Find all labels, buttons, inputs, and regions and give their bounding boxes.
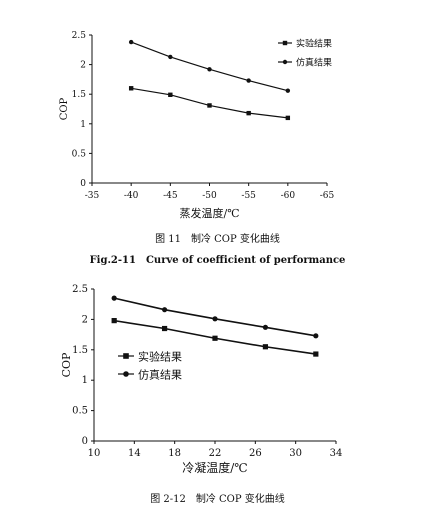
- data-point: [161, 325, 168, 332]
- x-tick-label: 14: [128, 448, 141, 459]
- legend-entry-2: 仿真结果: [278, 57, 332, 69]
- x-axis-label: 冷凝温度/℃: [182, 460, 247, 475]
- legend-label: 仿真结果: [138, 368, 182, 382]
- chart-1-plot: 0 0.5 1 1.5 2 2.5 -35 -40 -45 -50 -55 -60 -65 蒸发温度/℃ C…: [59, 31, 335, 220]
- series-line-2: [130, 41, 288, 92]
- x-tick-label: 34: [330, 448, 343, 459]
- data-point: [168, 54, 173, 60]
- x-tick-label: -35: [85, 191, 100, 201]
- data-point: [285, 88, 291, 93]
- data-point: [161, 307, 168, 313]
- series-line-1: [131, 87, 288, 119]
- y-tick-label: 0: [82, 436, 88, 447]
- y-tick-label: 2.5: [72, 31, 87, 41]
- y-tick-label: 0: [80, 179, 86, 189]
- y-tick-label: 2.5: [72, 284, 88, 295]
- chart-2-plot: 0 0.5 1 1.5 2 2.5 10 14 18 22 26 30 34 冷凝温度/℃ COP 实验结果仿…: [60, 284, 342, 475]
- x-tick-label: 30: [289, 448, 302, 459]
- x-tick-label: -50: [202, 191, 217, 201]
- y-tick-label: 2: [80, 61, 86, 71]
- figure-1-caption-en: Fig.2-11 Curve of coefficient of perform…: [89, 255, 346, 266]
- data-point: [207, 103, 212, 108]
- data-point: [128, 39, 134, 45]
- data-point: [313, 333, 319, 339]
- x-tick-label: 18: [168, 448, 181, 459]
- y-tick-label: 0.5: [72, 149, 87, 159]
- x-tick-label: 26: [249, 448, 262, 459]
- legend-entry-2: 仿真结果: [118, 368, 182, 382]
- x-axis-label: 蒸发温度/℃: [179, 206, 239, 220]
- data-point: [246, 110, 251, 116]
- y-tick-label: 1.5: [72, 345, 88, 356]
- x-tick-label: -55: [241, 191, 256, 201]
- legend-label: 实验结果: [296, 38, 332, 50]
- data-point: [207, 67, 212, 72]
- data-point: [128, 86, 134, 91]
- x-tick-label: -45: [163, 191, 178, 201]
- y-tick-label: 1: [82, 375, 88, 386]
- x-tick-label: 10: [88, 448, 101, 459]
- x-tick-label: 22: [209, 448, 222, 459]
- legend-marker: [282, 40, 288, 46]
- x-tick-label: -40: [124, 191, 139, 201]
- legend-marker: [123, 371, 129, 377]
- data-point: [212, 335, 218, 341]
- legend-marker: [123, 353, 129, 359]
- y-tick-label: 0.5: [72, 406, 88, 417]
- data-point: [111, 295, 117, 301]
- data-point: [262, 324, 269, 330]
- data-point: [262, 344, 269, 350]
- y-axis-label: COP: [59, 97, 70, 120]
- chart-2: 0 0.5 1 1.5 2 2.5 10 14 18 22 26 30 34 冷凝温度/℃ COP 实验结果仿…: [60, 284, 342, 475]
- data-point: [246, 78, 251, 83]
- y-axis-label: COP: [60, 352, 73, 377]
- legend-label: 仿真结果: [296, 57, 332, 69]
- x-tick-label: -60: [281, 191, 296, 201]
- figure-2-caption-cn: 图 2-12 制冷 COP 变化曲线: [150, 494, 285, 505]
- y-tick-label: 1.5: [72, 90, 87, 100]
- legend-entry-1: 实验结果: [278, 38, 332, 50]
- legend-label: 实验结果: [138, 350, 182, 364]
- data-point: [285, 115, 291, 121]
- y-tick-label: 1: [80, 120, 86, 130]
- data-point: [111, 318, 117, 324]
- chart-1: 0 0.5 1 1.5 2 2.5 -35 -40 -45 -50 -55 -60 -65 蒸发温度/℃ C…: [59, 31, 335, 220]
- x-tick-label: -65: [320, 191, 335, 201]
- y-tick-label: 2: [82, 314, 88, 325]
- data-point: [168, 92, 173, 97]
- legend-marker: [282, 59, 288, 65]
- data-point: [313, 351, 319, 357]
- legend-entry-1: 实验结果: [118, 350, 182, 364]
- figure-1-caption-cn: 图 11 制冷 COP 变化曲线: [155, 234, 280, 245]
- data-point: [212, 316, 218, 322]
